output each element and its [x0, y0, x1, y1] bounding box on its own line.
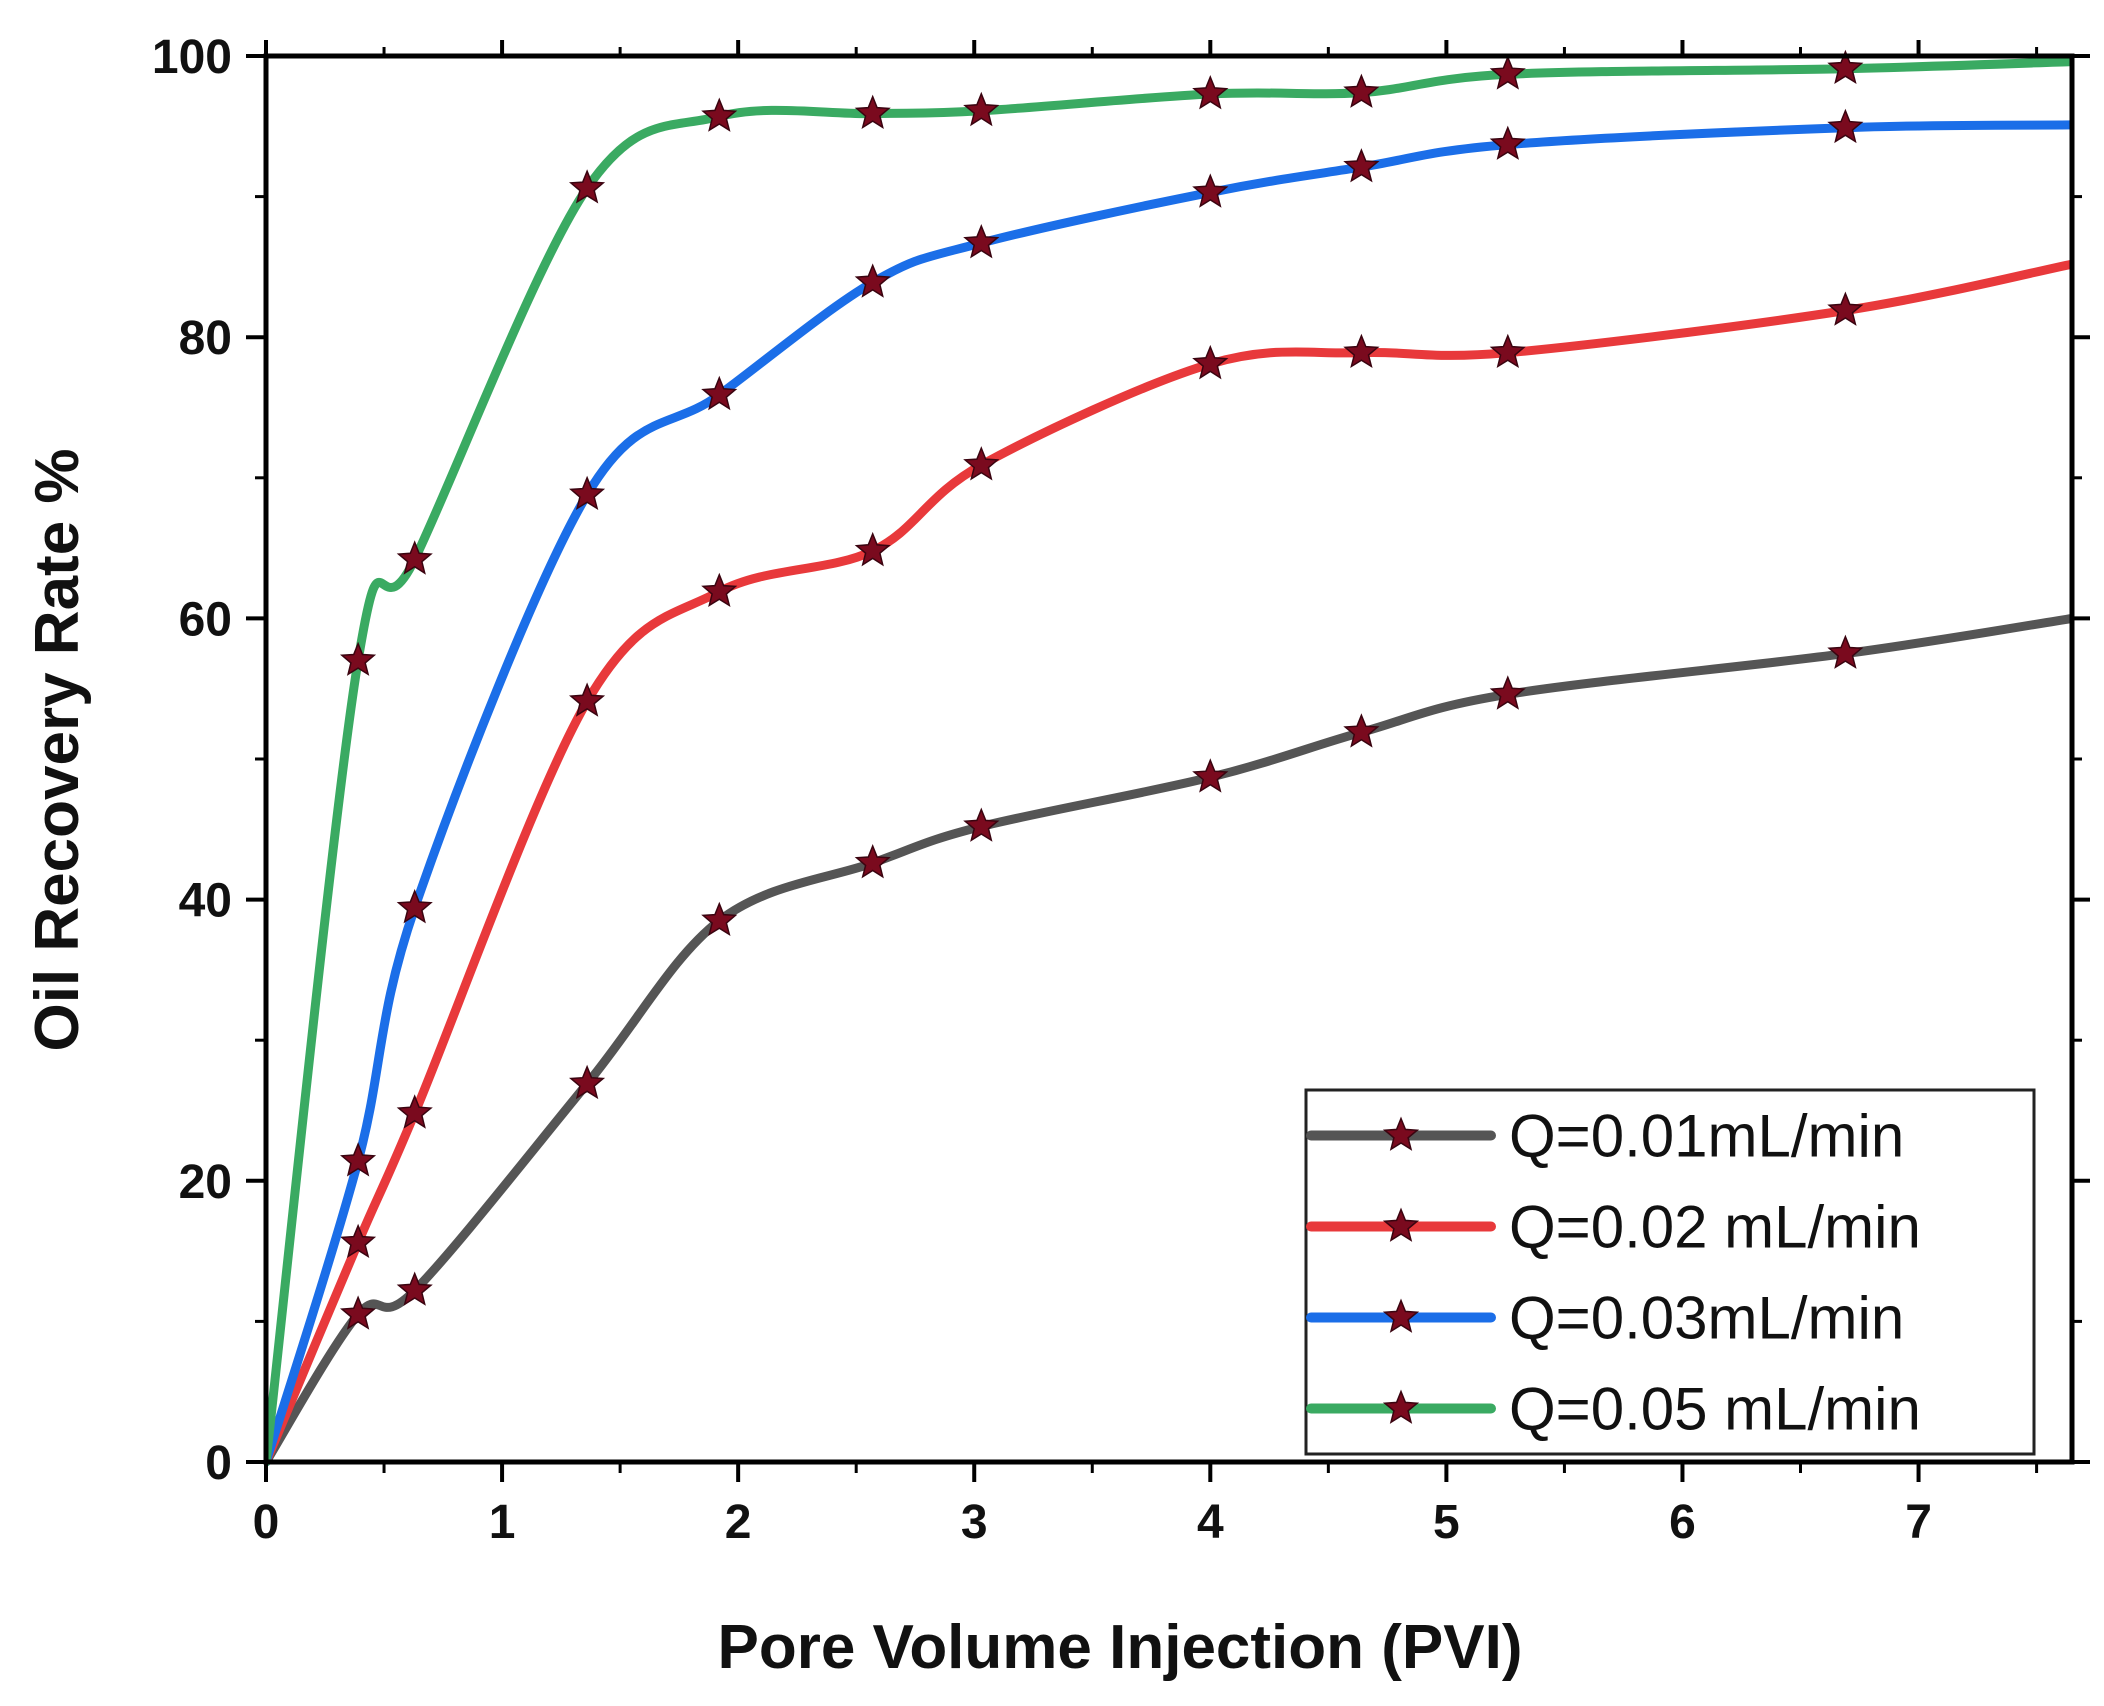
legend: Q=0.01mL/min Q=0.02 mL/min Q=0.03mL/min Q=0… — [1304, 1088, 2036, 1456]
data-point-marker — [1343, 148, 1380, 183]
legend-swatch-marker — [1382, 1116, 1420, 1151]
data-point-marker — [1827, 49, 1864, 85]
data-point-marker — [1489, 55, 1526, 90]
data-point-marker — [1343, 713, 1380, 748]
series-line-2 — [266, 259, 2072, 1467]
data-point-marker — [854, 531, 891, 567]
series-4 — [266, 49, 2072, 1467]
data-point-marker — [1489, 675, 1526, 710]
y-tick-label: 0 — [205, 1437, 232, 1490]
data-point-marker — [396, 540, 433, 575]
data-point-marker — [568, 1064, 606, 1100]
y-tick-label: 60 — [179, 593, 232, 646]
data-point-marker — [396, 1271, 433, 1306]
y-tick-label: 80 — [179, 312, 232, 365]
x-axis-title: Pore Volume Injection (PVI) — [718, 1613, 1523, 1682]
data-point-marker — [1343, 73, 1380, 108]
data-point-marker — [1827, 634, 1864, 669]
legend-item-4: Q=0.05 mL/min — [1306, 1376, 1921, 1443]
series-3 — [266, 108, 2072, 1467]
legend-label: Q=0.02 mL/min — [1509, 1194, 1921, 1261]
y-axis-title: Oil Recovery Rate % — [23, 448, 92, 1051]
data-point-marker — [1343, 333, 1380, 369]
data-point-marker — [1489, 125, 1526, 160]
data-point-marker — [568, 169, 606, 204]
axes-layer: 0 1 2 3 4 5 6 7 0 20 40 60 80 100 — [152, 31, 2090, 1549]
legend-label: Q=0.05 mL/min — [1509, 1376, 1921, 1443]
y-tick-label: 20 — [179, 1156, 232, 1209]
data-point-marker — [854, 263, 891, 298]
data-point-marker — [701, 97, 738, 132]
series-line-4 — [266, 57, 2072, 1467]
data-point-marker — [701, 901, 738, 937]
data-point-marker — [396, 1094, 433, 1129]
x-tick-label: 5 — [1433, 1496, 1460, 1549]
data-point-marker — [568, 682, 606, 717]
data-point-marker — [339, 1295, 377, 1330]
data-point-marker — [1827, 108, 1864, 144]
y-tick-label: 100 — [152, 31, 232, 84]
legend-item-1: Q=0.01mL/min — [1306, 1103, 1904, 1170]
x-tick-label: 4 — [1197, 1496, 1224, 1549]
x-tick-label: 7 — [1905, 1496, 1932, 1549]
data-point-marker — [854, 843, 891, 879]
legend-swatch-marker — [1382, 1298, 1420, 1333]
series-1 — [266, 613, 2072, 1467]
legend-box — [1304, 1088, 2036, 1456]
data-point-marker — [854, 94, 891, 130]
legend-item-3: Q=0.03mL/min — [1306, 1285, 1904, 1352]
y-tick-label: 40 — [179, 875, 232, 928]
data-point-marker — [963, 807, 1000, 842]
data-point-marker — [1192, 74, 1229, 110]
data-point-marker — [396, 888, 433, 924]
legend-swatch-marker — [1382, 1207, 1420, 1242]
legend-label: Q=0.01mL/min — [1509, 1103, 1904, 1170]
data-point-marker — [701, 572, 738, 608]
data-point-marker — [1192, 344, 1229, 380]
legend-label: Q=0.03mL/min — [1509, 1285, 1904, 1352]
data-point-marker — [1827, 291, 1864, 326]
data-point-marker — [339, 1142, 377, 1177]
data-point-marker — [1489, 333, 1526, 369]
x-tick-label: 2 — [725, 1496, 752, 1549]
x-tick-label: 1 — [489, 1496, 516, 1549]
x-tick-label: 3 — [961, 1496, 988, 1549]
data-point-marker — [1192, 758, 1229, 793]
data-point-marker — [963, 91, 1000, 127]
data-point-marker — [1192, 173, 1229, 208]
data-point-marker — [339, 1223, 377, 1259]
data-point-marker — [701, 375, 738, 411]
series-2 — [266, 259, 2072, 1467]
legend-swatch-marker — [1382, 1389, 1420, 1424]
legend-item-2: Q=0.02 mL/min — [1306, 1194, 1921, 1261]
series-layer — [266, 49, 2072, 1467]
x-tick-label: 6 — [1669, 1496, 1696, 1549]
data-point-marker — [568, 475, 606, 511]
data-point-marker — [963, 223, 1000, 259]
data-point-marker — [963, 446, 1000, 481]
x-tick-label: 0 — [253, 1496, 280, 1549]
data-point-marker — [339, 641, 377, 676]
